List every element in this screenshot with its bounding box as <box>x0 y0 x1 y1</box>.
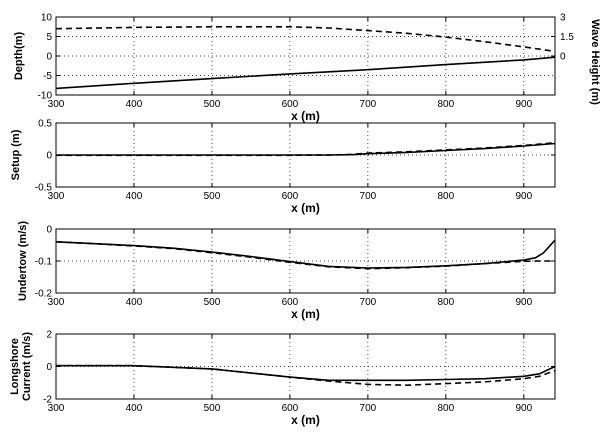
y-tick-label: 0 <box>46 225 52 236</box>
chart-panel-2: 300 400 500 600 700 800 900 -0.5 0 0.5 x (m) Setup … <box>10 119 556 215</box>
x-tick-label: 600 <box>282 297 299 308</box>
chart-panel-3: 300 400 500 600 700 800 900 -0.2 -0.1 0 x (m) Under… <box>17 221 556 321</box>
y-right-tick-label: 3 <box>560 13 566 24</box>
x-tick-label: 900 <box>515 403 532 414</box>
x-tick-label: 500 <box>204 191 221 202</box>
x-axis-label: x (m) <box>291 413 320 427</box>
x-axis-label: x (m) <box>291 307 320 321</box>
x-tick-label: 400 <box>126 191 143 202</box>
x-tick-label: 600 <box>282 403 299 414</box>
chart-panel-4: 300 400 500 600 700 800 900 -2 0 2 x (m) LongshoreC… <box>9 330 556 427</box>
x-tick-label: 300 <box>48 297 65 308</box>
x-tick-label: 800 <box>438 403 455 414</box>
y-tick-label: 2 <box>46 330 52 341</box>
chart-panel-1: 300 400 500 600 700 800 900 -10 -5 0 5 10 0 1.5 3 x (m)… <box>13 13 601 124</box>
y-tick-label: 10 <box>41 13 53 24</box>
series-line-1 <box>55 56 556 90</box>
y-axis-label: Undertow (m/s) <box>17 221 29 301</box>
x-tick-label: 900 <box>515 191 532 202</box>
x-tick-label: 700 <box>360 403 377 414</box>
x-tick-label: 600 <box>282 99 299 110</box>
x-tick-label: 400 <box>126 403 143 414</box>
y-right-tick-label: 1.5 <box>560 32 574 43</box>
x-tick-label: 800 <box>438 99 455 110</box>
x-tick-label: 700 <box>360 297 377 308</box>
y-tick-label: -5 <box>43 71 52 82</box>
axes-frame <box>55 228 556 294</box>
x-tick-label: 700 <box>360 191 377 202</box>
y-tick-label: 0 <box>46 362 52 373</box>
x-tick-label: 400 <box>126 297 143 308</box>
x-tick-label: 800 <box>438 191 455 202</box>
x-tick-label: 700 <box>360 99 377 110</box>
y-axis-label: Setup (m) <box>10 129 22 180</box>
y-tick-label: -0.1 <box>35 257 53 268</box>
axes-frame <box>55 122 556 188</box>
series-line-2 <box>56 142 556 157</box>
y-right-tick-label: 0 <box>560 52 566 63</box>
x-tick-label: 800 <box>438 297 455 308</box>
series-line-2 <box>56 364 556 387</box>
x-axis-label: x (m) <box>291 109 320 123</box>
y-axis-label: Depth(m) <box>13 32 25 81</box>
y-tick-label: 0 <box>46 52 52 63</box>
y-tick-label: 5 <box>46 32 52 43</box>
y-tick-label: 0 <box>46 151 52 162</box>
x-tick-label: 900 <box>515 297 532 308</box>
series-line-2 <box>55 241 555 270</box>
axes-frame <box>55 16 556 96</box>
y-tick-label: -10 <box>38 91 53 102</box>
x-tick-label: 300 <box>48 99 65 110</box>
x-axis-label: x (m) <box>291 201 320 215</box>
series-line-2 <box>55 25 556 53</box>
x-tick-label: 900 <box>515 99 532 110</box>
y-tick-label: -2 <box>43 395 52 406</box>
x-tick-label: 500 <box>204 99 221 110</box>
y-tick-label: -0.5 <box>35 183 53 194</box>
y-axis-label-right: Wave Height (m) <box>589 19 601 105</box>
x-tick-label: 500 <box>204 403 221 414</box>
y-tick-label: -0.2 <box>35 289 53 300</box>
y-axis-label-line: Current (m/s) <box>21 332 33 401</box>
x-tick-label: 500 <box>204 297 221 308</box>
series-line-1 <box>56 142 556 156</box>
x-tick-label: 400 <box>126 99 143 110</box>
x-tick-label: 600 <box>282 191 299 202</box>
x-tick-label: 300 <box>48 403 65 414</box>
y-axis-label: LongshoreCurrent (m/s) <box>9 332 33 401</box>
y-tick-label: 0.5 <box>38 119 52 130</box>
y-axis-label-line: Longshore <box>9 338 21 395</box>
x-tick-label: 300 <box>48 191 65 202</box>
axes-frame <box>55 333 556 400</box>
